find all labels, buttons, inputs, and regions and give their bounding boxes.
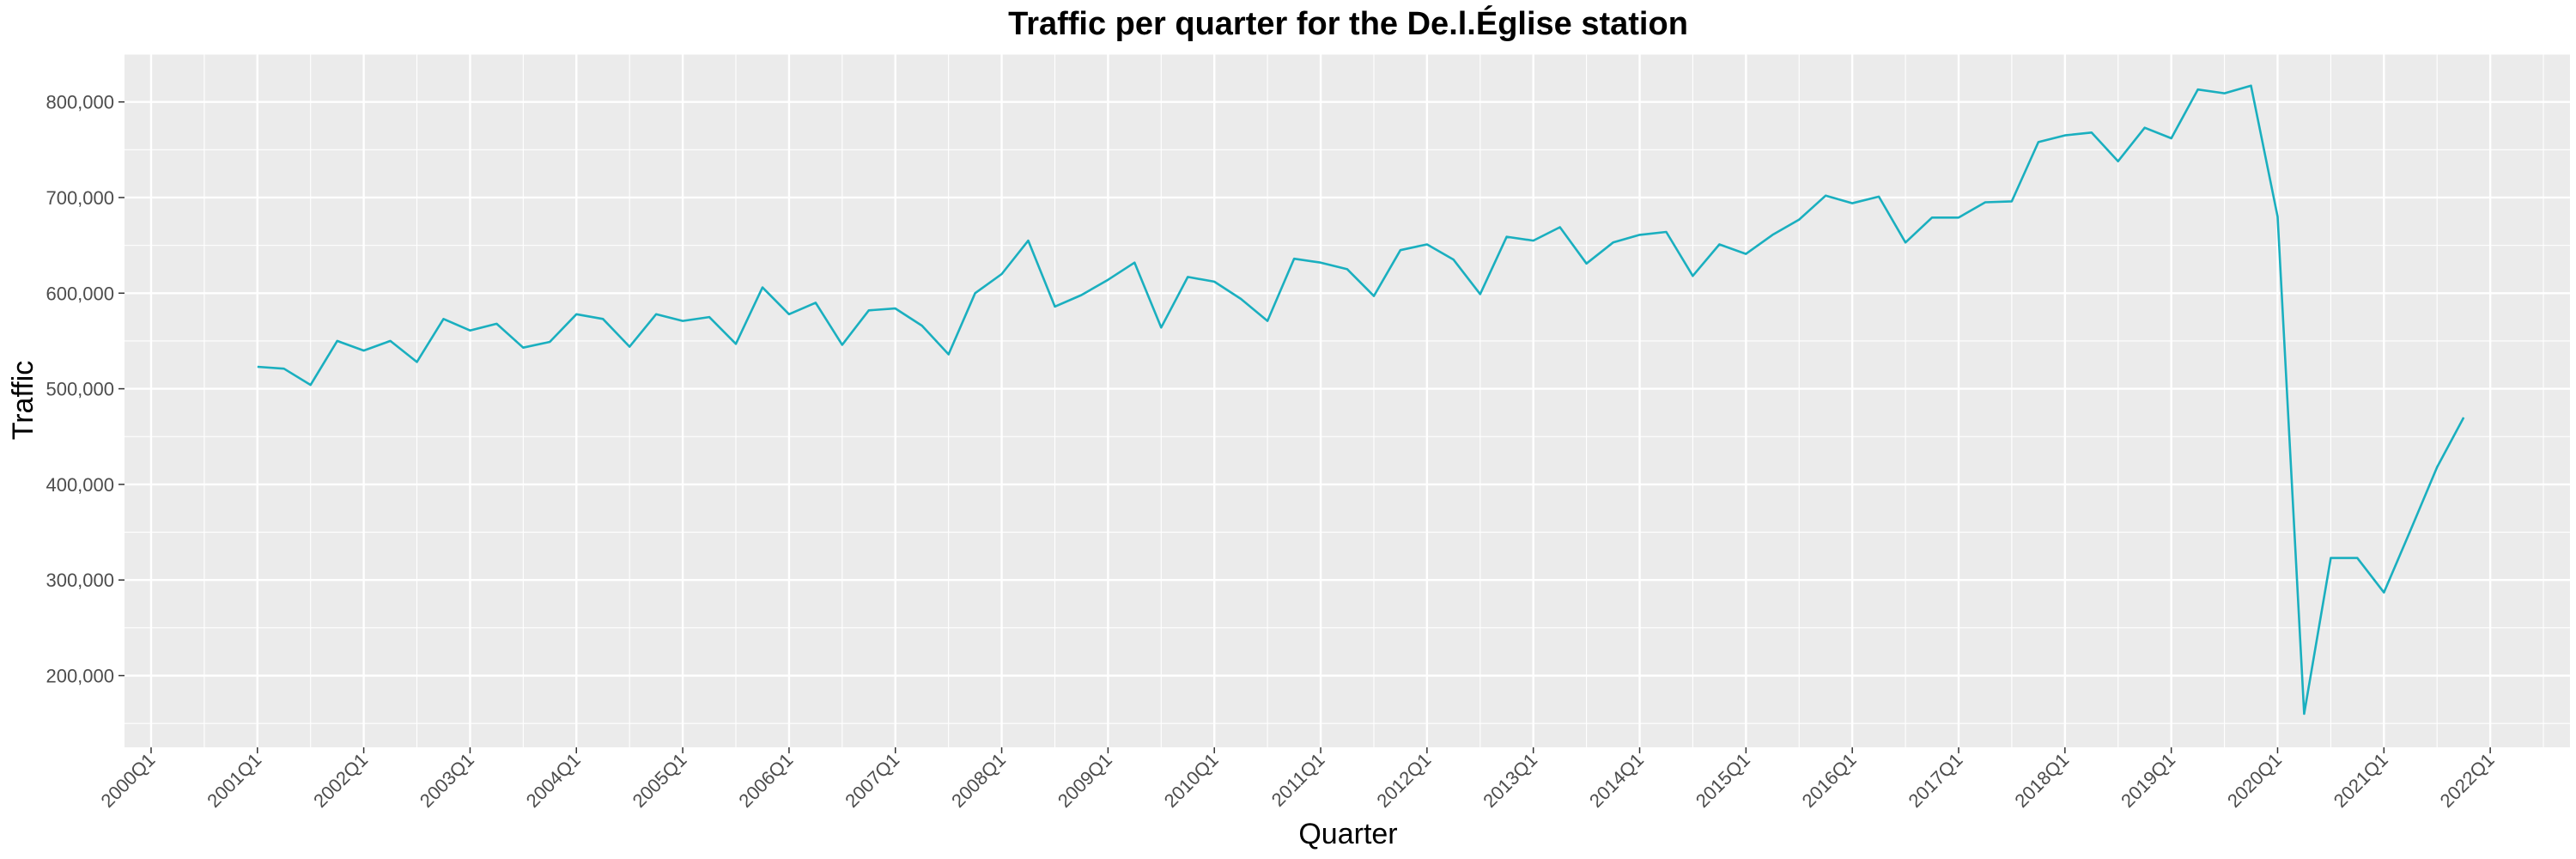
minor-gridlines [125,53,2570,747]
y-tick-label: 800,000 [46,92,114,113]
x-tick-label: 2012Q1 [1372,749,1435,812]
x-tick-label: 2017Q1 [1904,749,1966,812]
x-tick-label: 2001Q1 [203,749,265,812]
major-gridlines [125,54,2570,747]
x-tick-label: 2004Q1 [522,749,585,812]
x-tick-label: 2021Q1 [2330,749,2392,812]
series-layer [257,84,2465,716]
y-axis-title: Traffic [7,361,39,441]
x-tick-label: 2018Q1 [2010,749,2073,812]
x-tick-label: 2003Q1 [416,749,478,812]
x-tick-label: 2016Q1 [1798,749,1861,812]
plot-panel [125,54,2570,747]
x-tick-label: 2019Q1 [2117,749,2179,812]
y-tick-label: 700,000 [46,187,114,209]
y-tick-label: 600,000 [46,283,114,304]
x-tick-label: 2013Q1 [1479,749,1541,812]
traffic-series-line [257,84,2465,716]
x-tick-label: 2000Q1 [96,749,159,812]
x-axis-title: Quarter [1298,818,1397,850]
x-tick-label: 2015Q1 [1692,749,1754,812]
x-axis: 2000Q1 2001Q1 2002Q1 2003Q1 2004Q1 2005Q1 2006… [96,747,2499,812]
x-tick-label: 2022Q1 [2436,749,2499,812]
x-tick-label: 2008Q1 [947,749,1010,812]
x-tick-label: 2006Q1 [734,749,797,812]
x-tick-label: 2020Q1 [2223,749,2286,812]
y-tick-label: 200,000 [46,666,114,687]
x-tick-label: 2014Q1 [1585,749,1648,812]
x-tick-label: 2005Q1 [629,749,691,812]
y-tick-label: 500,000 [46,379,114,400]
chart-title: Traffic per quarter for the De.l.Église … [1008,4,1688,42]
x-tick-label: 2009Q1 [1054,749,1116,812]
y-axis: 200,000 300,000 400,000 500,000 600,000 700,0… [46,92,125,687]
y-tick-label: 300,000 [46,570,114,591]
x-tick-label: 2002Q1 [309,749,372,812]
x-tick-label: 2010Q1 [1160,749,1223,812]
x-tick-label: 2007Q1 [841,749,903,812]
x-tick-label: 2011Q1 [1267,749,1329,811]
y-tick-label: 400,000 [46,474,114,496]
